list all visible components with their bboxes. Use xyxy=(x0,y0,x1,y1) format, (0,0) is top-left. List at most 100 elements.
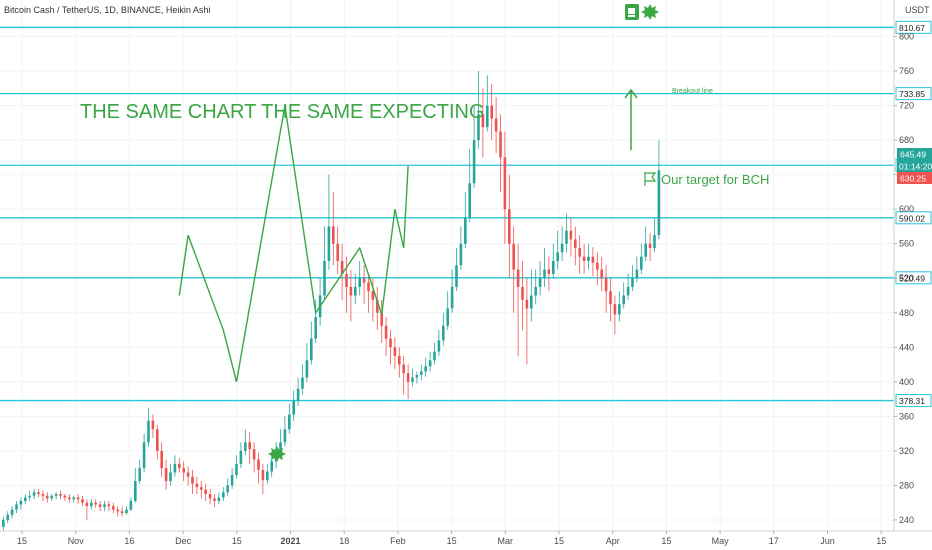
candle xyxy=(560,226,564,261)
candle xyxy=(182,461,185,482)
candle xyxy=(459,226,463,270)
time-axis[interactable]: 15 Nov 16 Dec 15 2021 18 Feb 15 Mar 15 Apr 15 May 17 Ju… xyxy=(0,530,932,546)
candle xyxy=(424,357,427,377)
candle xyxy=(125,506,128,515)
candle xyxy=(398,347,401,378)
y-tick-label: 400 xyxy=(899,377,914,387)
candle xyxy=(635,256,639,283)
candle xyxy=(512,226,515,313)
candle xyxy=(6,511,9,524)
chart-title: Bitcoin Cash / TetherUS, 1D, BINANCE, He… xyxy=(4,5,210,15)
candle xyxy=(336,226,339,274)
candle xyxy=(112,502,115,514)
candle xyxy=(2,516,5,531)
x-tick-label: 18 xyxy=(339,536,349,546)
pattern-line[interactable] xyxy=(178,105,409,382)
x-tick-label: 15 xyxy=(232,536,242,546)
star-burst-icon[interactable] xyxy=(268,446,286,462)
candle xyxy=(217,492,221,505)
star-burst-icon[interactable] xyxy=(641,4,659,20)
candle xyxy=(345,256,348,313)
y-tick-label: 680 xyxy=(899,135,914,145)
candle xyxy=(98,500,102,512)
candle xyxy=(547,256,551,292)
candle xyxy=(609,278,612,322)
candle xyxy=(565,213,568,253)
countdown: 01:14:20 xyxy=(899,162,932,172)
candle xyxy=(186,466,190,486)
candle xyxy=(164,459,168,490)
candle xyxy=(499,114,502,192)
candle xyxy=(640,243,643,274)
candle xyxy=(508,174,511,279)
x-tick-label: May xyxy=(712,536,730,546)
candle xyxy=(406,364,410,400)
candle xyxy=(556,230,559,270)
candle xyxy=(362,265,366,305)
candle xyxy=(327,174,331,270)
candle xyxy=(468,148,471,223)
candle xyxy=(134,468,137,503)
candle xyxy=(604,265,608,313)
level-value: 520.49 xyxy=(899,273,925,283)
candle xyxy=(376,286,379,331)
x-tick-label: 15 xyxy=(876,536,886,546)
candle xyxy=(552,243,555,279)
price-labels: 645.49 01:14:20 630.25 xyxy=(897,148,932,184)
y-tick-label: 320 xyxy=(899,446,914,456)
level-badge xyxy=(895,87,932,101)
candle xyxy=(288,403,291,434)
target-annotation: Our target for BCH xyxy=(644,172,769,187)
candle xyxy=(310,321,313,365)
candle xyxy=(389,330,392,365)
level-value: 378.31 xyxy=(899,396,925,406)
candle xyxy=(530,269,533,322)
candle xyxy=(340,243,344,300)
candles xyxy=(2,71,661,531)
candle xyxy=(59,490,62,500)
candle xyxy=(213,494,216,507)
x-tick-label: Nov xyxy=(68,536,85,546)
y-tick-label: 280 xyxy=(899,480,914,490)
candle xyxy=(169,463,172,486)
candle xyxy=(24,494,27,505)
candle xyxy=(380,299,383,343)
candle xyxy=(222,487,225,501)
candle xyxy=(442,312,445,346)
breakout-label: Breakout line xyxy=(672,88,713,95)
candle xyxy=(481,88,485,158)
candle xyxy=(257,452,260,484)
candle xyxy=(151,414,155,438)
level-badge xyxy=(895,211,932,225)
candle xyxy=(582,243,586,274)
pattern-lines xyxy=(178,105,409,382)
x-tick-label: 15 xyxy=(661,536,671,546)
candle xyxy=(371,278,375,322)
y-tick-label: 760 xyxy=(899,66,914,76)
candle xyxy=(332,191,335,266)
level-badge xyxy=(895,394,932,408)
y-tick-label: 360 xyxy=(899,411,914,421)
coffee-cup-icon[interactable] xyxy=(625,4,639,20)
candle xyxy=(657,140,661,240)
candle xyxy=(538,260,542,296)
candle xyxy=(433,342,436,365)
candle xyxy=(613,295,617,335)
candle xyxy=(437,330,441,356)
candle xyxy=(314,299,317,343)
candle xyxy=(90,499,93,510)
candle xyxy=(648,233,652,261)
candle xyxy=(446,291,449,331)
y-tick-label: 800 xyxy=(899,32,914,42)
candle xyxy=(178,457,181,473)
candle xyxy=(200,481,203,499)
candle xyxy=(239,442,243,469)
candle xyxy=(569,217,573,257)
candle xyxy=(85,499,89,520)
x-tick-label: 15 xyxy=(554,536,564,546)
candle xyxy=(323,226,326,300)
flag-icon xyxy=(644,172,657,186)
close-price-badge xyxy=(897,172,932,184)
